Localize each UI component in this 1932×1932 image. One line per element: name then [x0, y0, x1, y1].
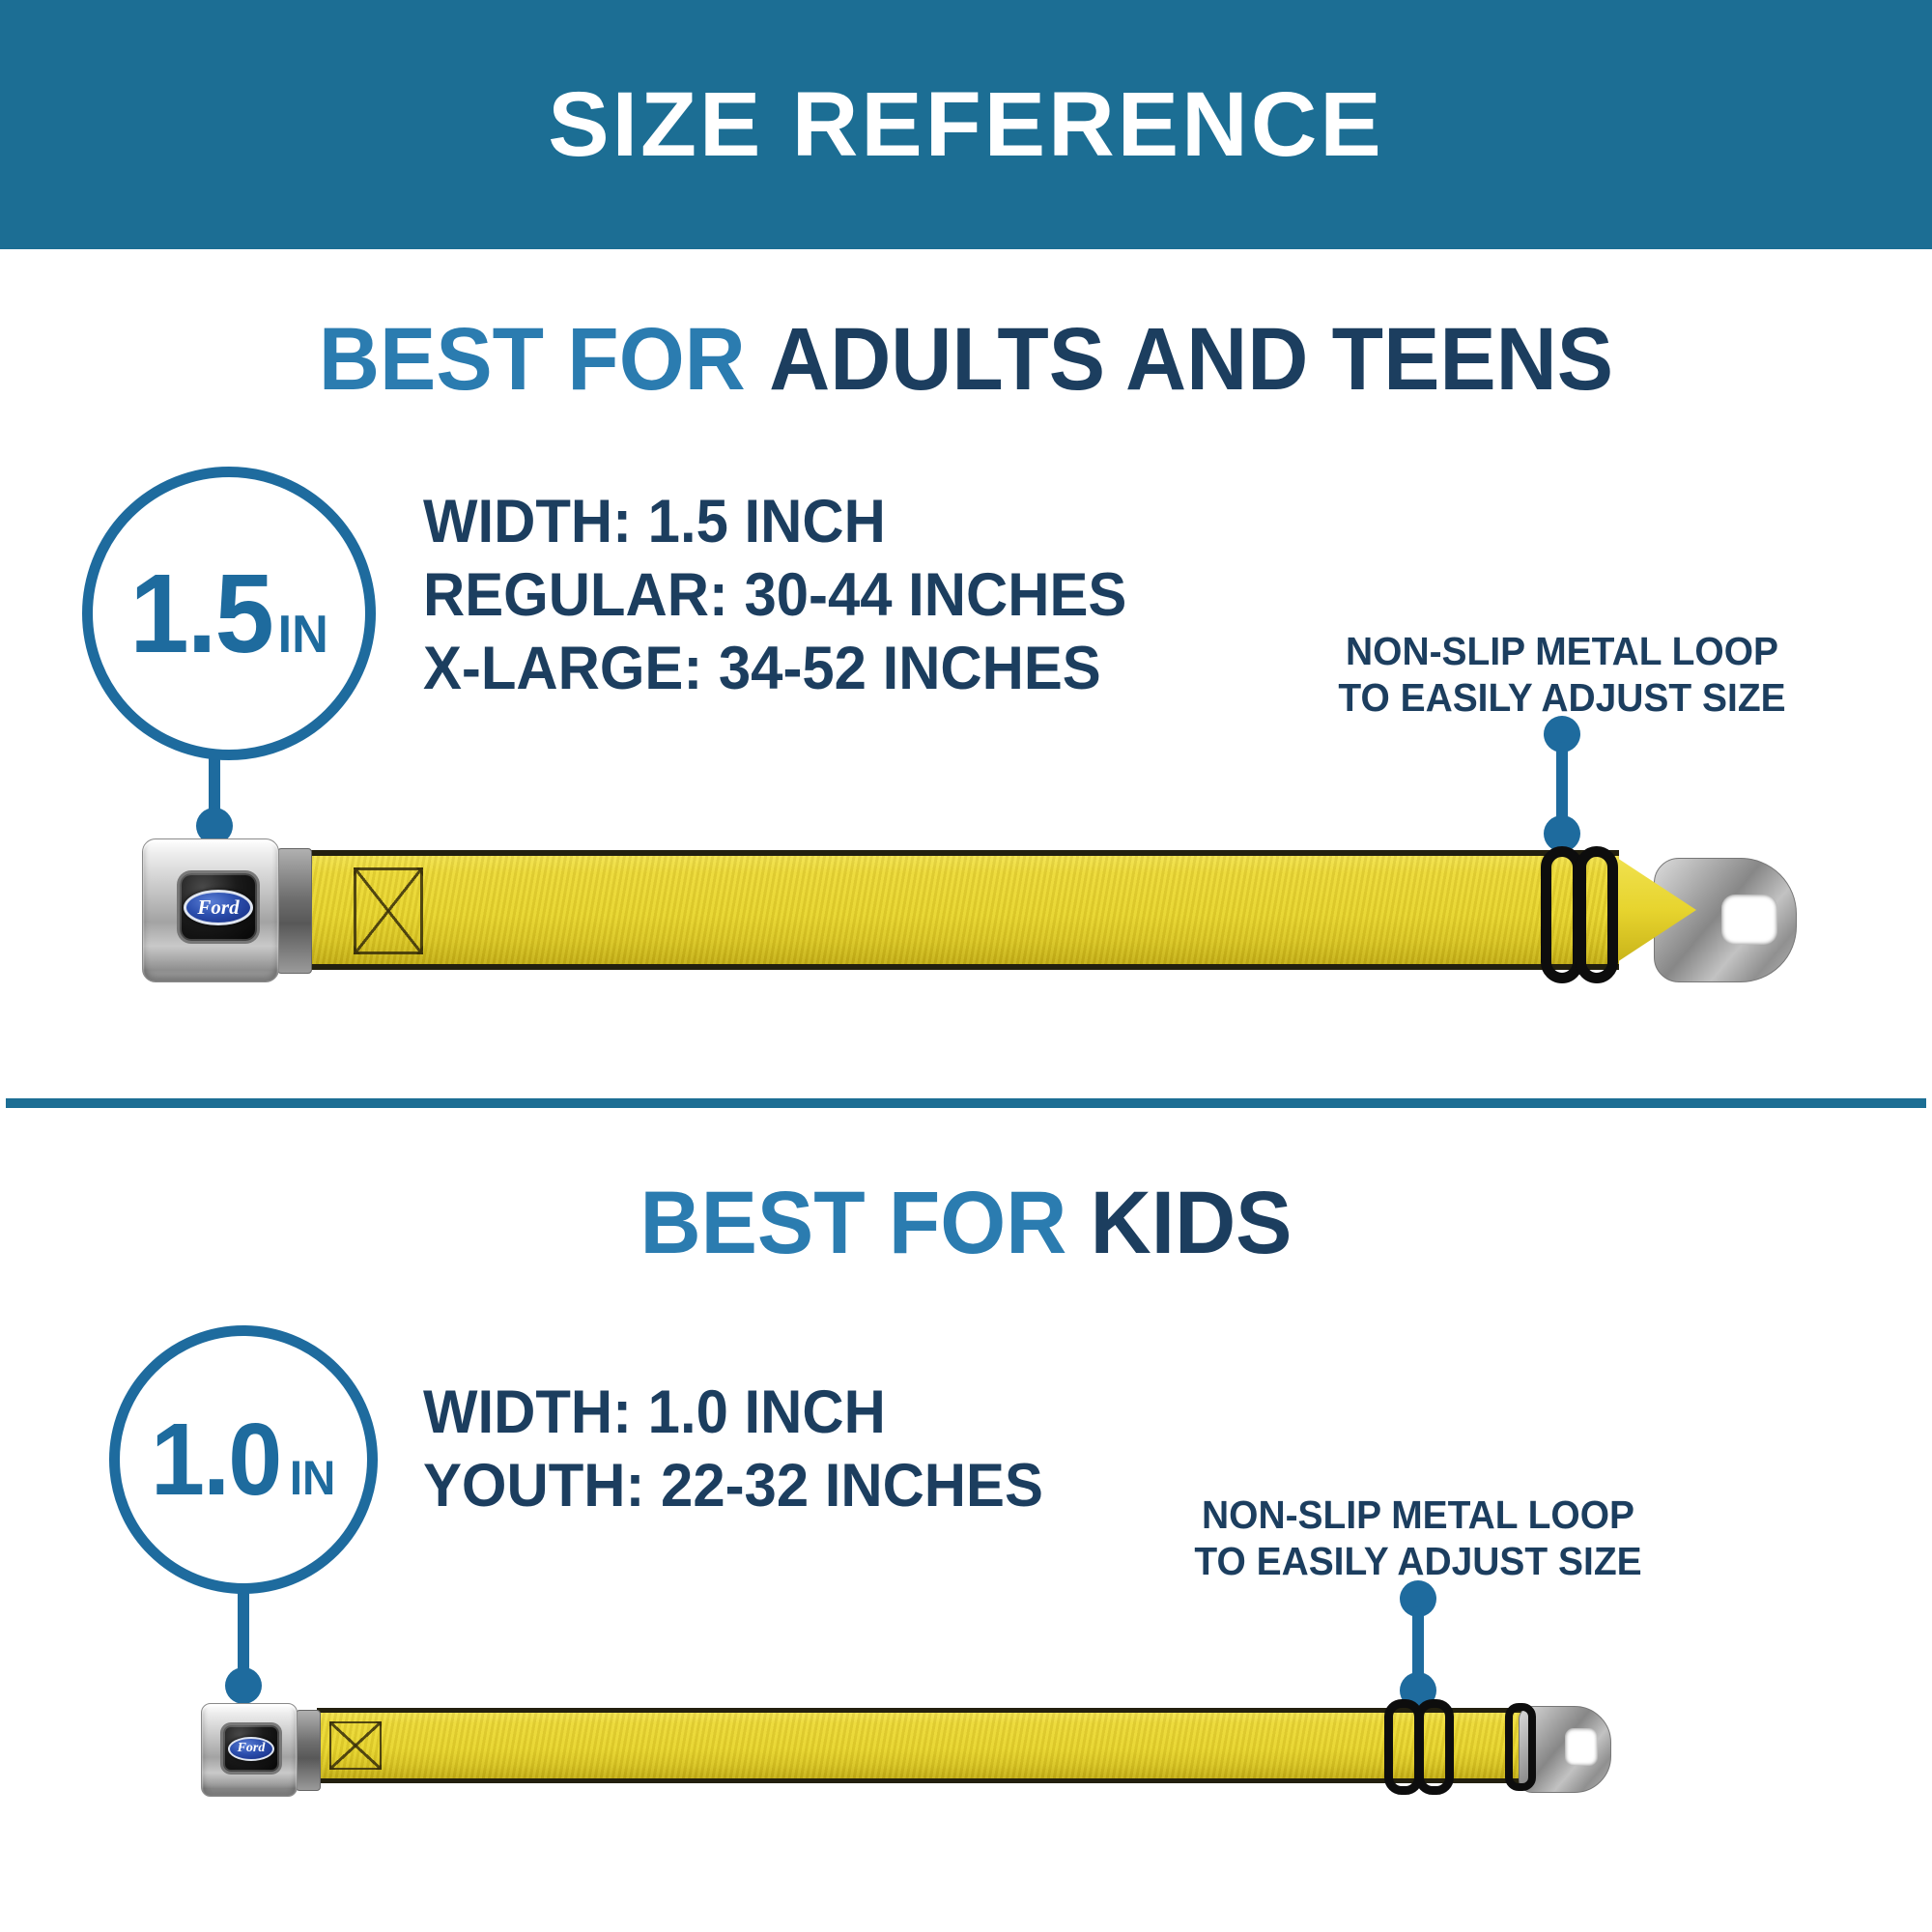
badge-connector-dot: [225, 1667, 262, 1704]
badge-connector-line: [238, 1584, 249, 1673]
ford-logo: Ford: [184, 889, 253, 925]
callout-line-1: NON-SLIP METAL LOOP: [1346, 629, 1778, 673]
heading-main: ADULTS AND TEENS: [769, 310, 1614, 409]
ford-logo-text: Ford: [197, 895, 240, 919]
callout-metal-loop-kids: NON-SLIP METAL LOOP TO EASILY ADJUST SIZ…: [1143, 1492, 1693, 1584]
spec-line-width: WIDTH: 1.0 INCH: [423, 1378, 886, 1446]
heading-space: [746, 310, 769, 409]
heading-prefix: BEST FOR: [639, 1174, 1067, 1272]
width-badge-text: 1.0 IN: [151, 1402, 335, 1519]
specs-adults: WIDTH: 1.5 INCH REGULAR: 30-44 INCHES X-…: [423, 485, 1126, 705]
width-badge-1-0in: 1.0 IN: [109, 1325, 378, 1594]
width-badge-text: 1.5 IN: [129, 549, 327, 678]
spec-line-regular: REGULAR: 30-44 INCHES: [423, 561, 1127, 629]
page-title: SIZE REFERENCE: [548, 72, 1384, 176]
ford-logo-text: Ford: [237, 1741, 266, 1755]
badge-connector-line: [209, 746, 220, 815]
box-x-stitch: [329, 1721, 382, 1770]
callout-connector-dot-bottom: [1544, 815, 1580, 852]
badge-unit: IN: [290, 1450, 336, 1505]
specs-kids: WIDTH: 1.0 INCH YOUTH: 22-32 INCHES: [423, 1376, 1043, 1522]
badge-connector-dot: [196, 808, 233, 844]
badge-unit: IN: [277, 604, 328, 664]
belt-strap-adults: [305, 850, 1619, 970]
width-badge-1-5in: 1.5 IN: [82, 467, 376, 760]
section-divider: [6, 1098, 1926, 1108]
callout-line-2: TO EASILY ADJUST SIZE: [1338, 675, 1786, 720]
latch-plate-hole: [1565, 1728, 1598, 1766]
callout-line-1: NON-SLIP METAL LOOP: [1202, 1492, 1634, 1537]
metal-adjuster-loop: [1415, 1699, 1454, 1795]
callout-connector-line: [1556, 742, 1568, 827]
callout-line-2: TO EASILY ADJUST SIZE: [1194, 1539, 1642, 1583]
buckle-latch: [296, 1710, 321, 1791]
spec-line-width: WIDTH: 1.5 INCH: [423, 488, 886, 555]
badge-value: 1.5: [129, 551, 273, 676]
heading-prefix: BEST FOR: [318, 310, 746, 409]
section-heading-adults: BEST FOR ADULTS AND TEENS: [48, 309, 1884, 411]
spec-line-youth: YOUTH: 22-32 INCHES: [423, 1452, 1043, 1520]
callout-metal-loop-adults: NON-SLIP METAL LOOP TO EASILY ADJUST SIZ…: [1287, 628, 1837, 721]
header-banner: SIZE REFERENCE: [0, 0, 1932, 249]
buckle-latch: [277, 848, 312, 974]
buckle-face: Ford: [180, 873, 257, 941]
section-heading-kids: BEST FOR KIDS: [48, 1173, 1884, 1274]
heading-main: KIDS: [1090, 1174, 1293, 1272]
buckle-face: Ford: [223, 1725, 279, 1772]
box-x-stitch: [354, 867, 423, 954]
ford-logo: Ford: [228, 1736, 274, 1761]
latch-plate-hole: [1721, 895, 1777, 945]
badge-value: 1.0: [151, 1402, 282, 1517]
callout-connector-line: [1412, 1606, 1424, 1686]
belt-strap-kids: [317, 1708, 1522, 1783]
latch-plate-slot-ring: [1505, 1703, 1536, 1791]
metal-adjuster-loop: [1576, 846, 1618, 983]
heading-space: [1066, 1174, 1090, 1272]
spec-line-xlarge: X-LARGE: 34-52 INCHES: [423, 635, 1101, 702]
